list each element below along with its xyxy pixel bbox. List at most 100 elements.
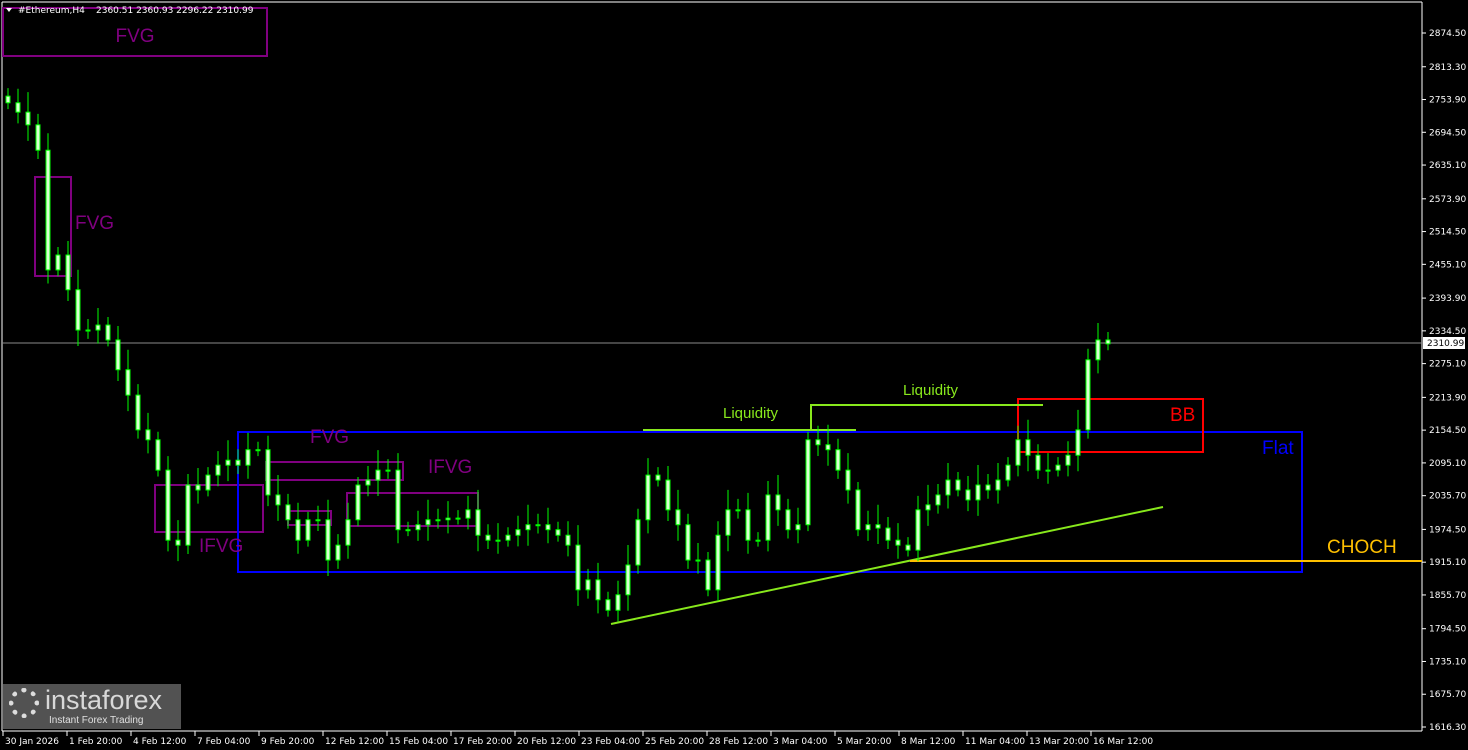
- candle: [285, 493, 291, 529]
- candle: [605, 591, 611, 617]
- candle-body: [505, 534, 511, 541]
- current-price-marker: 2310.99: [1423, 337, 1465, 349]
- candle: [335, 534, 341, 569]
- candle: [105, 317, 111, 347]
- candle-body: [765, 494, 771, 541]
- fvg-box-mid[interactable]: [265, 461, 404, 481]
- annotation-labels: FVG FVG IFVG FVG IFVG Flat Liquidity Liq…: [75, 26, 1397, 558]
- y-tick-label: 2095.10: [1429, 459, 1466, 469]
- candle: [1035, 444, 1041, 479]
- candle: [445, 501, 451, 534]
- candle: [1085, 348, 1091, 439]
- liquidity-line-2[interactable]: [810, 404, 1043, 430]
- candle-body: [825, 444, 831, 451]
- candle-body: [75, 289, 81, 331]
- candle: [485, 524, 491, 549]
- candle-body: [805, 439, 811, 526]
- candle: [405, 521, 411, 537]
- candle: [125, 349, 131, 412]
- candle: [1095, 322, 1101, 374]
- candle: [755, 532, 761, 547]
- candle-body: [755, 539, 761, 542]
- candle-body: [865, 524, 871, 531]
- candle-body: [515, 529, 521, 536]
- y-tick-label: 1855.70: [1429, 591, 1466, 601]
- candle-body: [705, 559, 711, 591]
- y-axis: 2874.50 2813.30 2753.90 2694.50 2635.10 2573.…: [1422, 29, 1466, 733]
- dropdown-triangle-icon[interactable]: [6, 8, 12, 12]
- candle: [865, 510, 871, 541]
- candle-body: [535, 524, 541, 527]
- candle-body: [115, 339, 121, 371]
- candle: [505, 527, 511, 547]
- candle: [675, 489, 681, 541]
- candle: [235, 449, 241, 474]
- y-tick-label: 1616.30: [1429, 723, 1466, 733]
- candle-body: [835, 449, 841, 471]
- candle-body: [485, 534, 491, 541]
- candle: [55, 247, 61, 277]
- candle: [805, 431, 811, 532]
- candle: [265, 435, 271, 507]
- candle: [225, 440, 231, 482]
- candle-body: [855, 489, 861, 531]
- candle-body: [885, 527, 891, 541]
- y-tick-label: 2154.50: [1429, 426, 1466, 436]
- candle: [165, 456, 171, 552]
- candle-body: [605, 599, 611, 611]
- candle-body: [935, 494, 941, 506]
- candle: [795, 507, 801, 544]
- candle-body: [1075, 429, 1081, 456]
- candle: [495, 523, 501, 554]
- candle-body: [325, 519, 331, 561]
- ifvg-box-left[interactable]: [154, 484, 264, 533]
- flat-range-box[interactable]: [237, 431, 1303, 573]
- y-tick-label: 2035.70: [1429, 492, 1466, 502]
- trendline[interactable]: [610, 506, 1164, 625]
- x-tick-label: 16 Mar 12:00: [1093, 737, 1153, 747]
- candle-body: [425, 519, 431, 526]
- candle: [1065, 441, 1071, 477]
- candle-body: [735, 509, 741, 512]
- candle: [985, 474, 991, 499]
- candle-body: [1105, 339, 1111, 345]
- candle-body: [5, 95, 11, 104]
- candle: [615, 580, 621, 622]
- candle-body: [215, 464, 221, 476]
- symbol-label: #Ethereum,H4: [18, 6, 85, 16]
- candle-body: [645, 474, 651, 521]
- candle: [425, 499, 431, 541]
- candle-body: [185, 484, 191, 546]
- y-tick-label: 1915.10: [1429, 558, 1466, 568]
- candle: [275, 474, 281, 521]
- y-tick-label: 2455.10: [1429, 260, 1466, 270]
- candle-body: [235, 459, 241, 466]
- candle: [775, 474, 781, 526]
- candle-body: [1025, 439, 1031, 456]
- candle-body: [1015, 439, 1021, 466]
- candle-body: [925, 504, 931, 511]
- fvg-box-left[interactable]: [34, 176, 72, 277]
- candle: [355, 477, 361, 527]
- candle-body: [895, 539, 901, 546]
- candle-body: [1095, 339, 1101, 361]
- candle-body: [355, 484, 361, 521]
- candle-body: [715, 534, 721, 591]
- candle: [175, 520, 181, 562]
- candle: [65, 241, 71, 301]
- candle: [1105, 331, 1111, 351]
- bb-box[interactable]: [1017, 398, 1204, 453]
- candle: [735, 498, 741, 519]
- candle-body: [1055, 464, 1061, 471]
- candle: [1015, 425, 1021, 477]
- candle-body: [435, 519, 441, 522]
- instaforex-watermark: instaforex Instant Forex Trading: [3, 684, 181, 729]
- candle-body: [1065, 454, 1071, 466]
- fvg-box-top[interactable]: [2, 7, 268, 57]
- candle: [705, 552, 711, 597]
- candle-body: [1085, 359, 1091, 431]
- candle: [95, 308, 101, 344]
- candle: [145, 412, 151, 454]
- candle: [35, 113, 41, 160]
- candle: [695, 543, 701, 574]
